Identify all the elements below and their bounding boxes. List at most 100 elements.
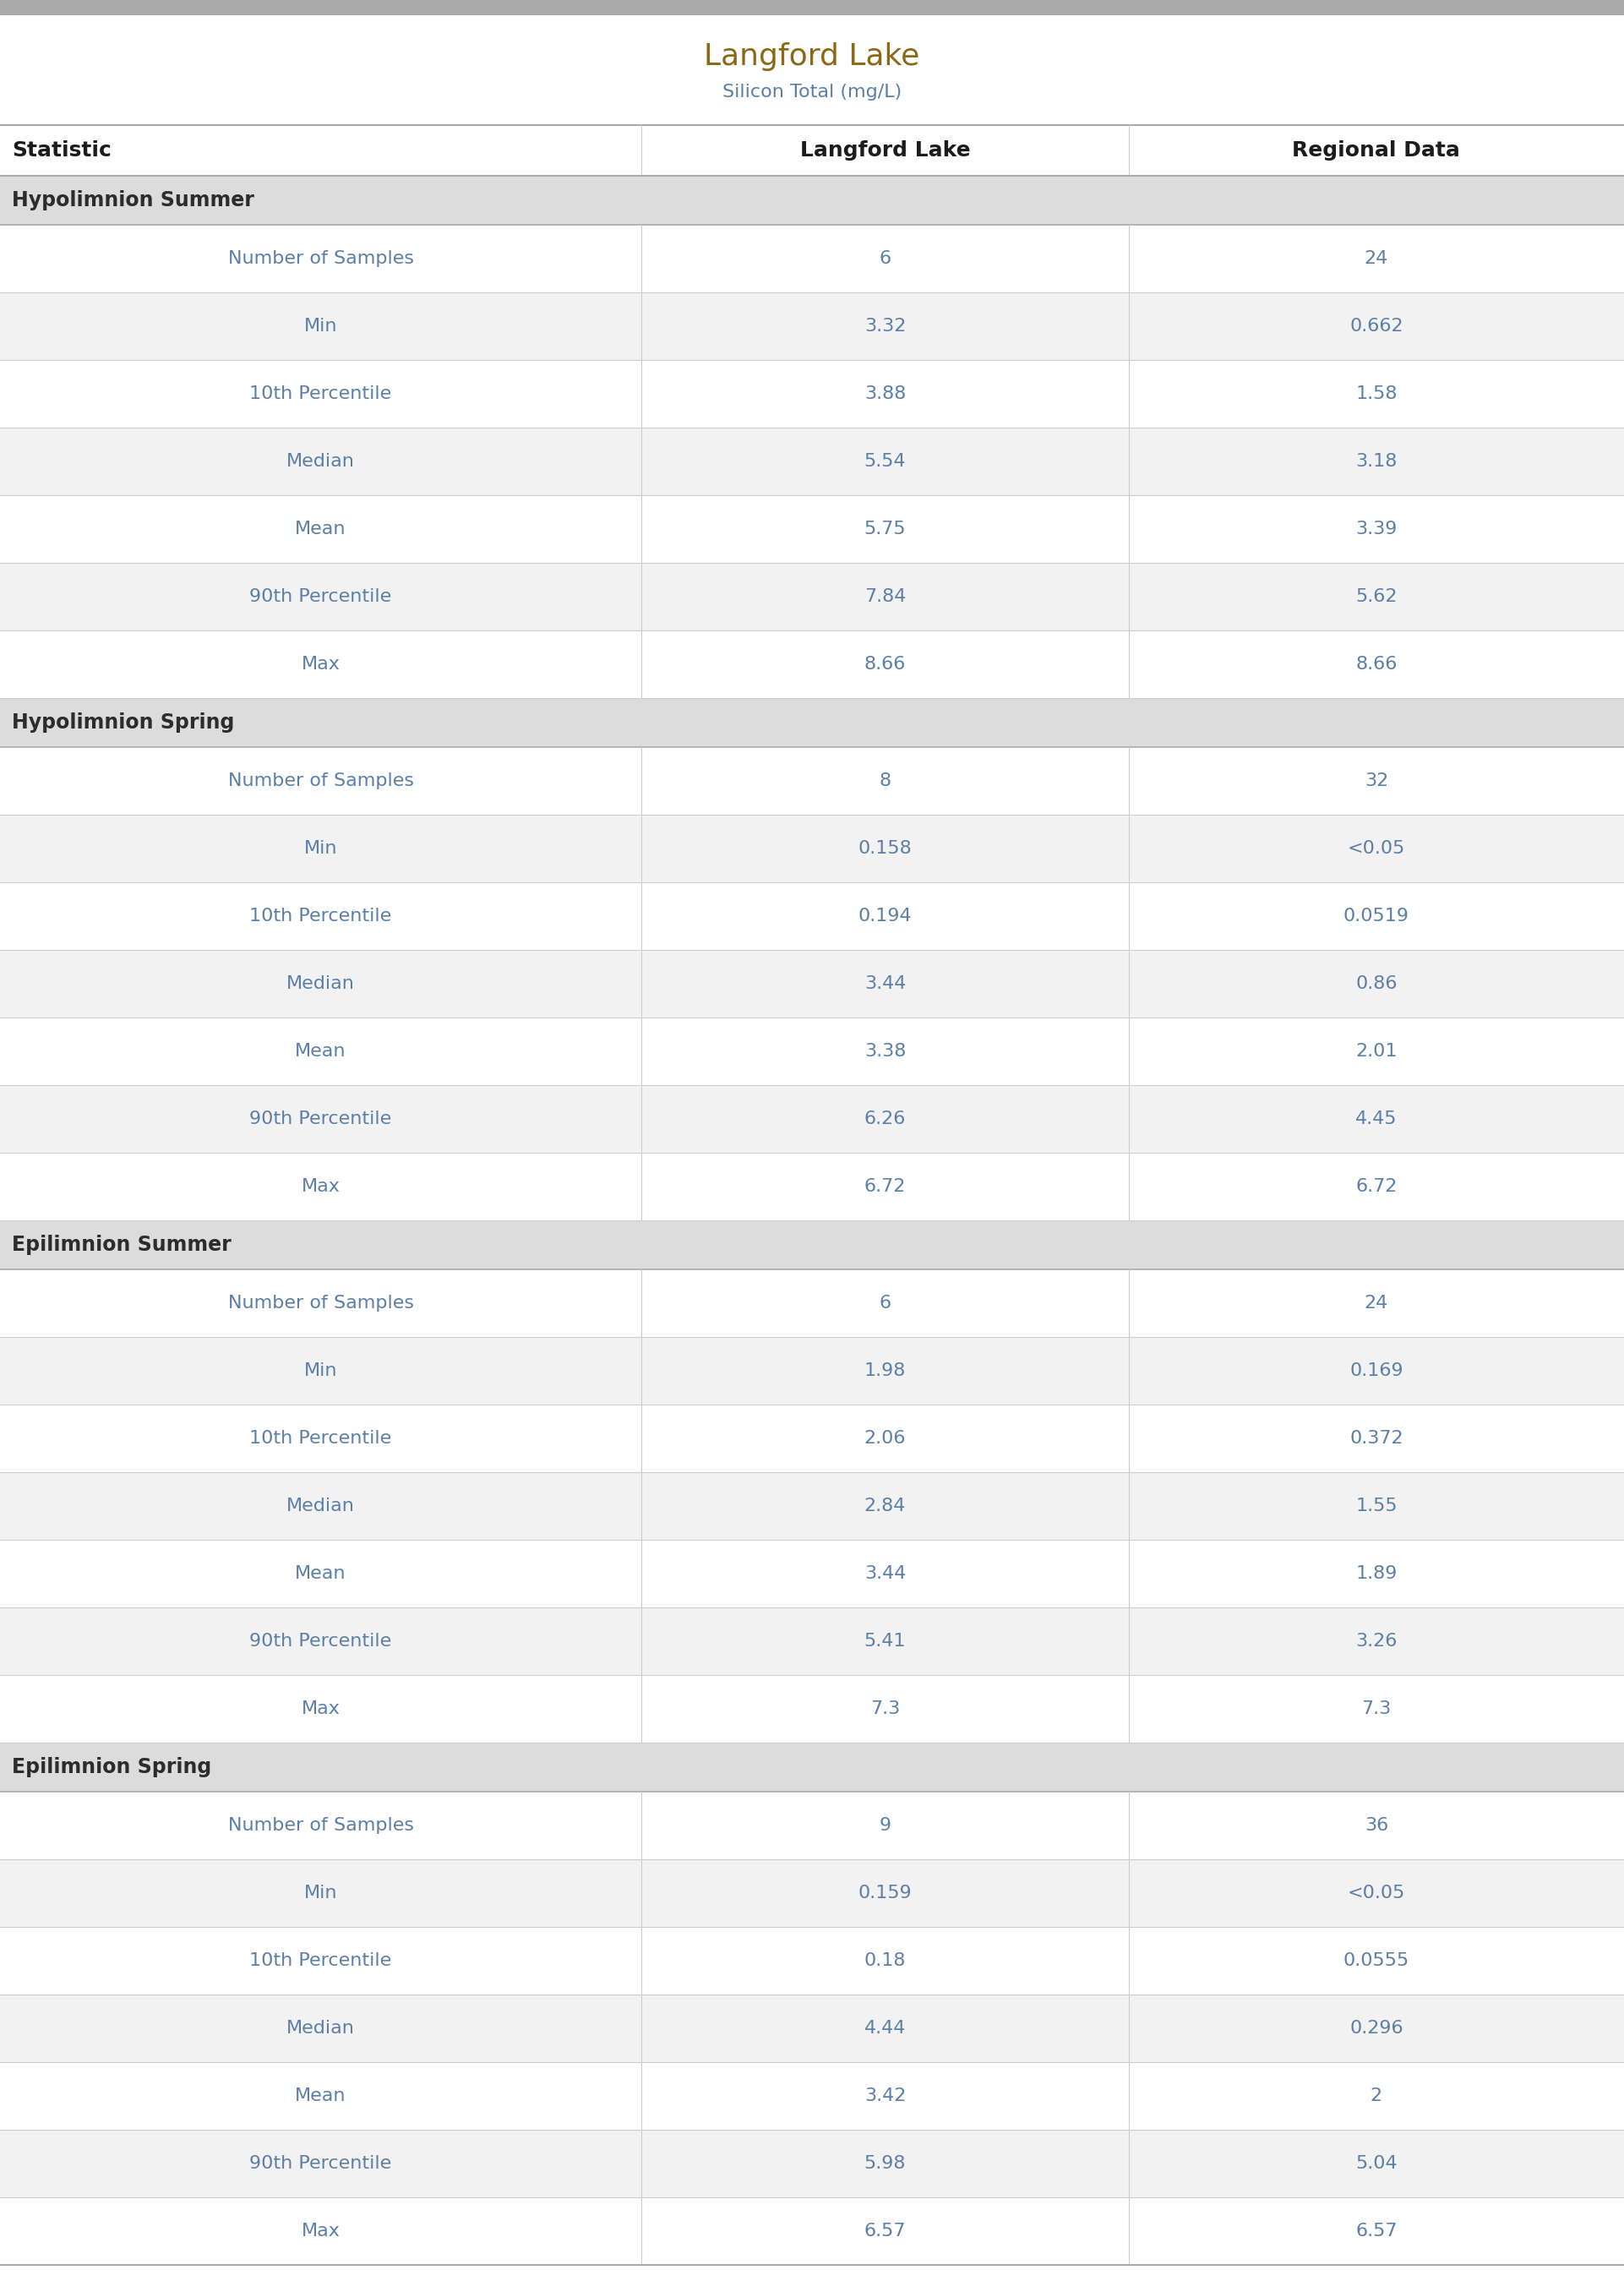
Text: Median: Median xyxy=(286,2020,356,2036)
Text: 36: 36 xyxy=(1364,1816,1389,1834)
Text: 7.3: 7.3 xyxy=(870,1700,900,1718)
Bar xyxy=(0,427,1624,495)
Text: Number of Samples: Number of Samples xyxy=(227,250,414,268)
Bar xyxy=(0,815,1624,883)
Text: 5.62: 5.62 xyxy=(1356,588,1397,606)
Text: 0.18: 0.18 xyxy=(864,1952,906,1968)
Text: Median: Median xyxy=(286,454,356,470)
Bar xyxy=(0,2197,1624,2265)
Text: Max: Max xyxy=(302,1700,339,1718)
Text: Epilimnion Summer: Epilimnion Summer xyxy=(11,1235,231,1255)
Bar xyxy=(0,563,1624,631)
Bar xyxy=(0,0,1624,16)
Text: 3.26: 3.26 xyxy=(1356,1632,1397,1650)
Text: 0.159: 0.159 xyxy=(857,1884,913,1902)
Bar xyxy=(0,1017,1624,1085)
Bar xyxy=(0,1927,1624,1995)
Text: 0.169: 0.169 xyxy=(1350,1362,1403,1380)
Text: 3.18: 3.18 xyxy=(1356,454,1397,470)
Text: 5.98: 5.98 xyxy=(864,2154,906,2172)
Text: 10th Percentile: 10th Percentile xyxy=(250,908,391,924)
Text: 2.01: 2.01 xyxy=(1356,1042,1397,1060)
Text: 1.58: 1.58 xyxy=(1356,386,1397,402)
Text: Max: Max xyxy=(302,1178,339,1194)
Text: Mean: Mean xyxy=(296,1566,346,1582)
Text: 1.55: 1.55 xyxy=(1356,1498,1397,1514)
Text: 90th Percentile: 90th Percentile xyxy=(250,1110,391,1128)
Text: 3.38: 3.38 xyxy=(864,1042,906,1060)
Bar xyxy=(0,1269,1624,1337)
Text: 3.44: 3.44 xyxy=(864,1566,906,1582)
Text: 2.84: 2.84 xyxy=(864,1498,906,1514)
Text: 90th Percentile: 90th Percentile xyxy=(250,1632,391,1650)
Text: Regional Data: Regional Data xyxy=(1293,141,1460,161)
Text: 90th Percentile: 90th Percentile xyxy=(250,588,391,606)
Text: 6.72: 6.72 xyxy=(864,1178,906,1194)
Text: 6.57: 6.57 xyxy=(864,2222,906,2240)
Text: 8.66: 8.66 xyxy=(864,656,906,672)
Bar xyxy=(0,1473,1624,1539)
Text: <0.05: <0.05 xyxy=(1348,840,1405,858)
Text: Min: Min xyxy=(304,1362,338,1380)
Text: 0.0555: 0.0555 xyxy=(1343,1952,1410,1968)
Text: 7.84: 7.84 xyxy=(864,588,906,606)
Text: Mean: Mean xyxy=(296,520,346,538)
Bar xyxy=(0,1859,1624,1927)
Text: Min: Min xyxy=(304,1884,338,1902)
Text: 0.158: 0.158 xyxy=(857,840,913,858)
Bar xyxy=(0,2061,1624,2129)
Bar xyxy=(0,1675,1624,1743)
Text: 0.296: 0.296 xyxy=(1350,2020,1403,2036)
Text: 6: 6 xyxy=(879,1294,892,1312)
Text: 8: 8 xyxy=(879,772,892,790)
Bar xyxy=(0,747,1624,815)
Text: Statistic: Statistic xyxy=(11,141,112,161)
Bar xyxy=(0,2129,1624,2197)
Bar xyxy=(0,1539,1624,1607)
Text: 10th Percentile: 10th Percentile xyxy=(250,386,391,402)
Text: Mean: Mean xyxy=(296,1042,346,1060)
Text: Min: Min xyxy=(304,318,338,334)
Bar xyxy=(0,361,1624,427)
Text: 3.88: 3.88 xyxy=(864,386,906,402)
Text: Number of Samples: Number of Samples xyxy=(227,772,414,790)
Text: Median: Median xyxy=(286,976,356,992)
Text: 3.39: 3.39 xyxy=(1356,520,1397,538)
Text: 3.32: 3.32 xyxy=(864,318,906,334)
Bar xyxy=(0,1337,1624,1405)
Bar xyxy=(0,699,1624,747)
Text: 6.57: 6.57 xyxy=(1356,2222,1397,2240)
Text: Max: Max xyxy=(302,2222,339,2240)
Bar xyxy=(0,949,1624,1017)
Bar xyxy=(0,631,1624,699)
Bar xyxy=(0,1405,1624,1473)
Text: 10th Percentile: 10th Percentile xyxy=(250,1952,391,1968)
Bar xyxy=(0,1607,1624,1675)
Text: 5.54: 5.54 xyxy=(864,454,906,470)
Bar xyxy=(0,495,1624,563)
Text: 4.44: 4.44 xyxy=(864,2020,906,2036)
Text: 0.194: 0.194 xyxy=(857,908,913,924)
Text: 3.42: 3.42 xyxy=(864,2088,906,2104)
Text: 5.04: 5.04 xyxy=(1356,2154,1397,2172)
Text: Mean: Mean xyxy=(296,2088,346,2104)
Text: 0.372: 0.372 xyxy=(1350,1430,1403,1446)
Bar xyxy=(0,883,1624,949)
Text: Median: Median xyxy=(286,1498,356,1514)
Bar xyxy=(0,1995,1624,2061)
Text: Langford Lake: Langford Lake xyxy=(705,43,919,70)
Bar xyxy=(0,1085,1624,1153)
Text: 6: 6 xyxy=(879,250,892,268)
Text: 2.06: 2.06 xyxy=(864,1430,906,1446)
Text: 6.72: 6.72 xyxy=(1356,1178,1397,1194)
Text: Langford Lake: Langford Lake xyxy=(801,141,970,161)
Text: 0.662: 0.662 xyxy=(1350,318,1403,334)
Text: 0.0519: 0.0519 xyxy=(1343,908,1410,924)
Text: Number of Samples: Number of Samples xyxy=(227,1816,414,1834)
Text: 5.75: 5.75 xyxy=(864,520,906,538)
Text: Number of Samples: Number of Samples xyxy=(227,1294,414,1312)
Text: 6.26: 6.26 xyxy=(864,1110,906,1128)
Text: Hypolimnion Spring: Hypolimnion Spring xyxy=(11,713,234,733)
Bar xyxy=(0,1791,1624,1859)
Text: Min: Min xyxy=(304,840,338,858)
